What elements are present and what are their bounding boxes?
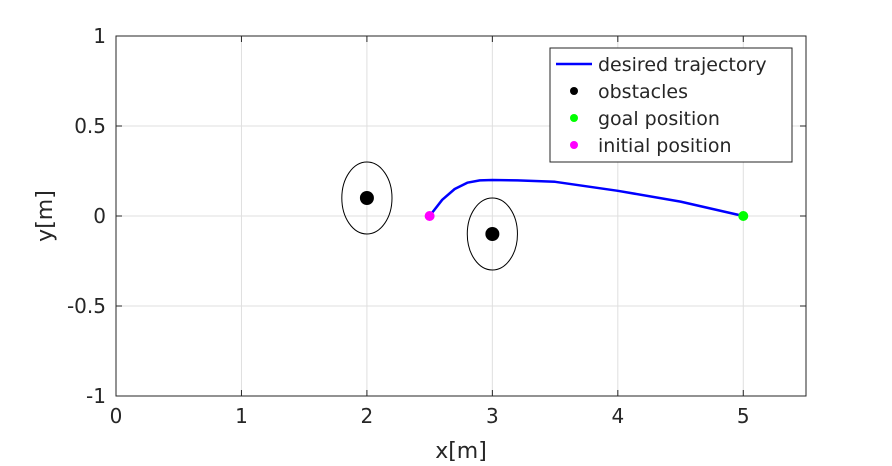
- y-tick-label: -1: [86, 384, 106, 408]
- obstacle-region: [466, 197, 518, 271]
- x-tick-label: 0: [110, 404, 123, 428]
- x-tick-label: 1: [235, 404, 248, 428]
- initial-point: [424, 211, 435, 221]
- x-tick-label: 5: [737, 404, 750, 428]
- axis-ticks: 0 1 2 3 4 5 -1 -0.5 0 0.5 1: [67, 24, 806, 428]
- x-axis-label: x[m]: [435, 439, 487, 464]
- legend-entry-label: initial position: [598, 135, 732, 157]
- x-tick-label: 2: [361, 404, 374, 428]
- legend-entry-label: obstacles: [598, 81, 688, 103]
- y-axis-label: y[m]: [33, 190, 58, 242]
- legend-box: [549, 47, 793, 163]
- legend-entry-label: desired trajectory: [598, 54, 767, 76]
- y-tick-label: 0.5: [74, 114, 106, 138]
- legend-marker: [570, 87, 578, 95]
- x-tick-label: 4: [611, 404, 624, 428]
- plot-area: [341, 161, 749, 271]
- legend: desired trajectory obstacles goal position…: [549, 47, 793, 163]
- legend-marker: [570, 114, 578, 122]
- x-tick-label: 3: [486, 404, 499, 428]
- y-tick-label: 1: [93, 24, 106, 48]
- y-tick-label: -0.5: [67, 294, 106, 318]
- obstacle-point: [359, 191, 374, 205]
- trajectory-line: [428, 178, 744, 218]
- obstacle-region: [341, 161, 393, 235]
- obstacle-point: [485, 227, 500, 241]
- legend-entry-label: goal position: [598, 108, 720, 130]
- y-tick-label: 0: [93, 204, 106, 228]
- legend-marker: [570, 141, 578, 149]
- goal-point: [738, 211, 749, 221]
